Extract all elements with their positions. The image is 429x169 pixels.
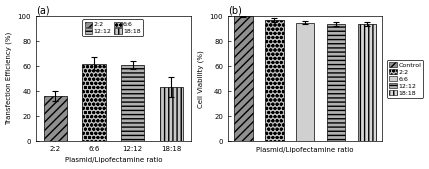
- Bar: [358, 24, 376, 141]
- Bar: [296, 23, 314, 141]
- Bar: [327, 24, 345, 141]
- Bar: [234, 16, 253, 141]
- Bar: [44, 96, 67, 141]
- X-axis label: Plasmid/Lipofectamine ratio: Plasmid/Lipofectamine ratio: [257, 147, 354, 153]
- Legend: 2:2, 12:12, 6:6, 18:18: 2:2, 12:12, 6:6, 18:18: [82, 19, 143, 36]
- Bar: [160, 87, 183, 141]
- Y-axis label: Transfection Efficiency (%): Transfection Efficiency (%): [6, 32, 12, 125]
- Text: (a): (a): [36, 6, 50, 16]
- Bar: [121, 65, 144, 141]
- Bar: [82, 64, 106, 141]
- Legend: Control, 2:2, 6:6, 12:12, 18:18: Control, 2:2, 6:6, 12:12, 18:18: [387, 60, 423, 98]
- Bar: [265, 20, 284, 141]
- Y-axis label: Cell Viability (%): Cell Viability (%): [197, 50, 204, 107]
- Text: (b): (b): [228, 6, 242, 16]
- X-axis label: Plasmid/Lipofectamine ratio: Plasmid/Lipofectamine ratio: [64, 158, 162, 163]
